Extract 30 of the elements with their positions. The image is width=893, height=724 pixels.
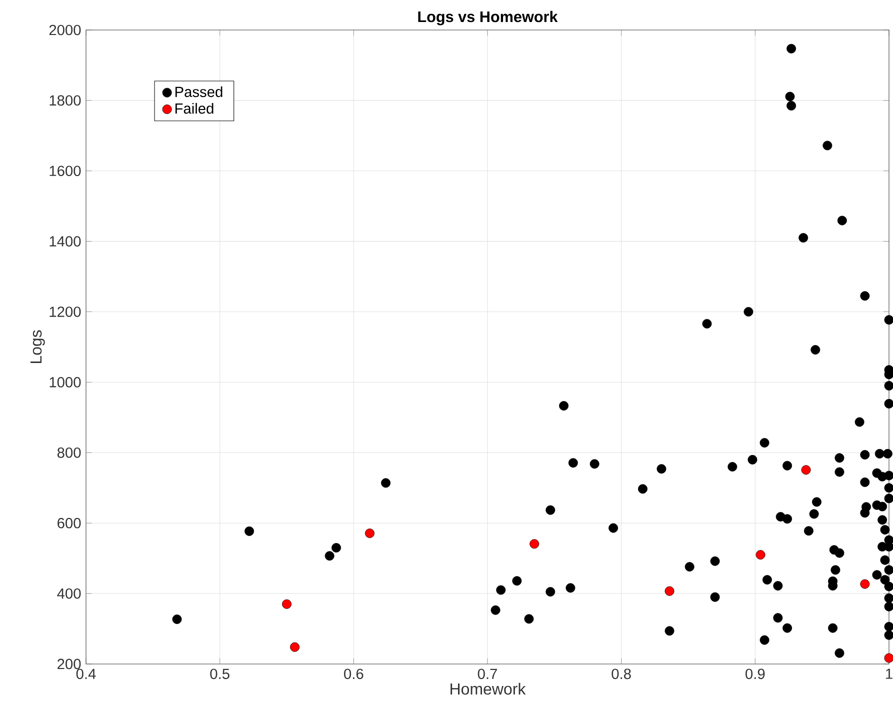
point <box>756 550 766 560</box>
point <box>530 539 540 549</box>
y-tick-label: 200 <box>58 658 81 670</box>
point <box>364 528 374 538</box>
point <box>282 599 292 609</box>
y-axis-title: Logs <box>30 330 45 364</box>
chart-title: Logs vs Homework <box>418 10 558 26</box>
point <box>860 579 870 589</box>
y-tick-label: 800 <box>57 447 81 458</box>
x-tick-label: 0.7 <box>478 668 497 680</box>
legend-label: Passed <box>175 86 222 98</box>
y-tick-label: 1600 <box>50 166 81 176</box>
x-tick-label: 0.5 <box>210 668 230 680</box>
x-tick-label: 0.6 <box>344 668 364 680</box>
point <box>664 586 674 596</box>
y-tick-label: 2000 <box>49 24 81 36</box>
legend-label: Failed <box>175 102 214 114</box>
x-tick-label: 0.4 <box>76 668 96 680</box>
y-tick-label: 600 <box>58 518 81 528</box>
y-tick-label: 1400 <box>50 236 81 247</box>
x-tick-label: 0.8 <box>612 668 631 680</box>
x-axis-title: Homework <box>450 682 526 695</box>
x-tick-label: 0.9 <box>746 668 765 680</box>
y-tick-label: 1800 <box>50 95 81 106</box>
x-tick-label: 1 <box>886 668 892 679</box>
y-tick-label: 400 <box>57 588 81 599</box>
y-tick-label: 1200 <box>50 306 81 317</box>
point <box>290 642 300 652</box>
y-tick-label: 1000 <box>50 377 81 388</box>
point <box>801 465 811 475</box>
